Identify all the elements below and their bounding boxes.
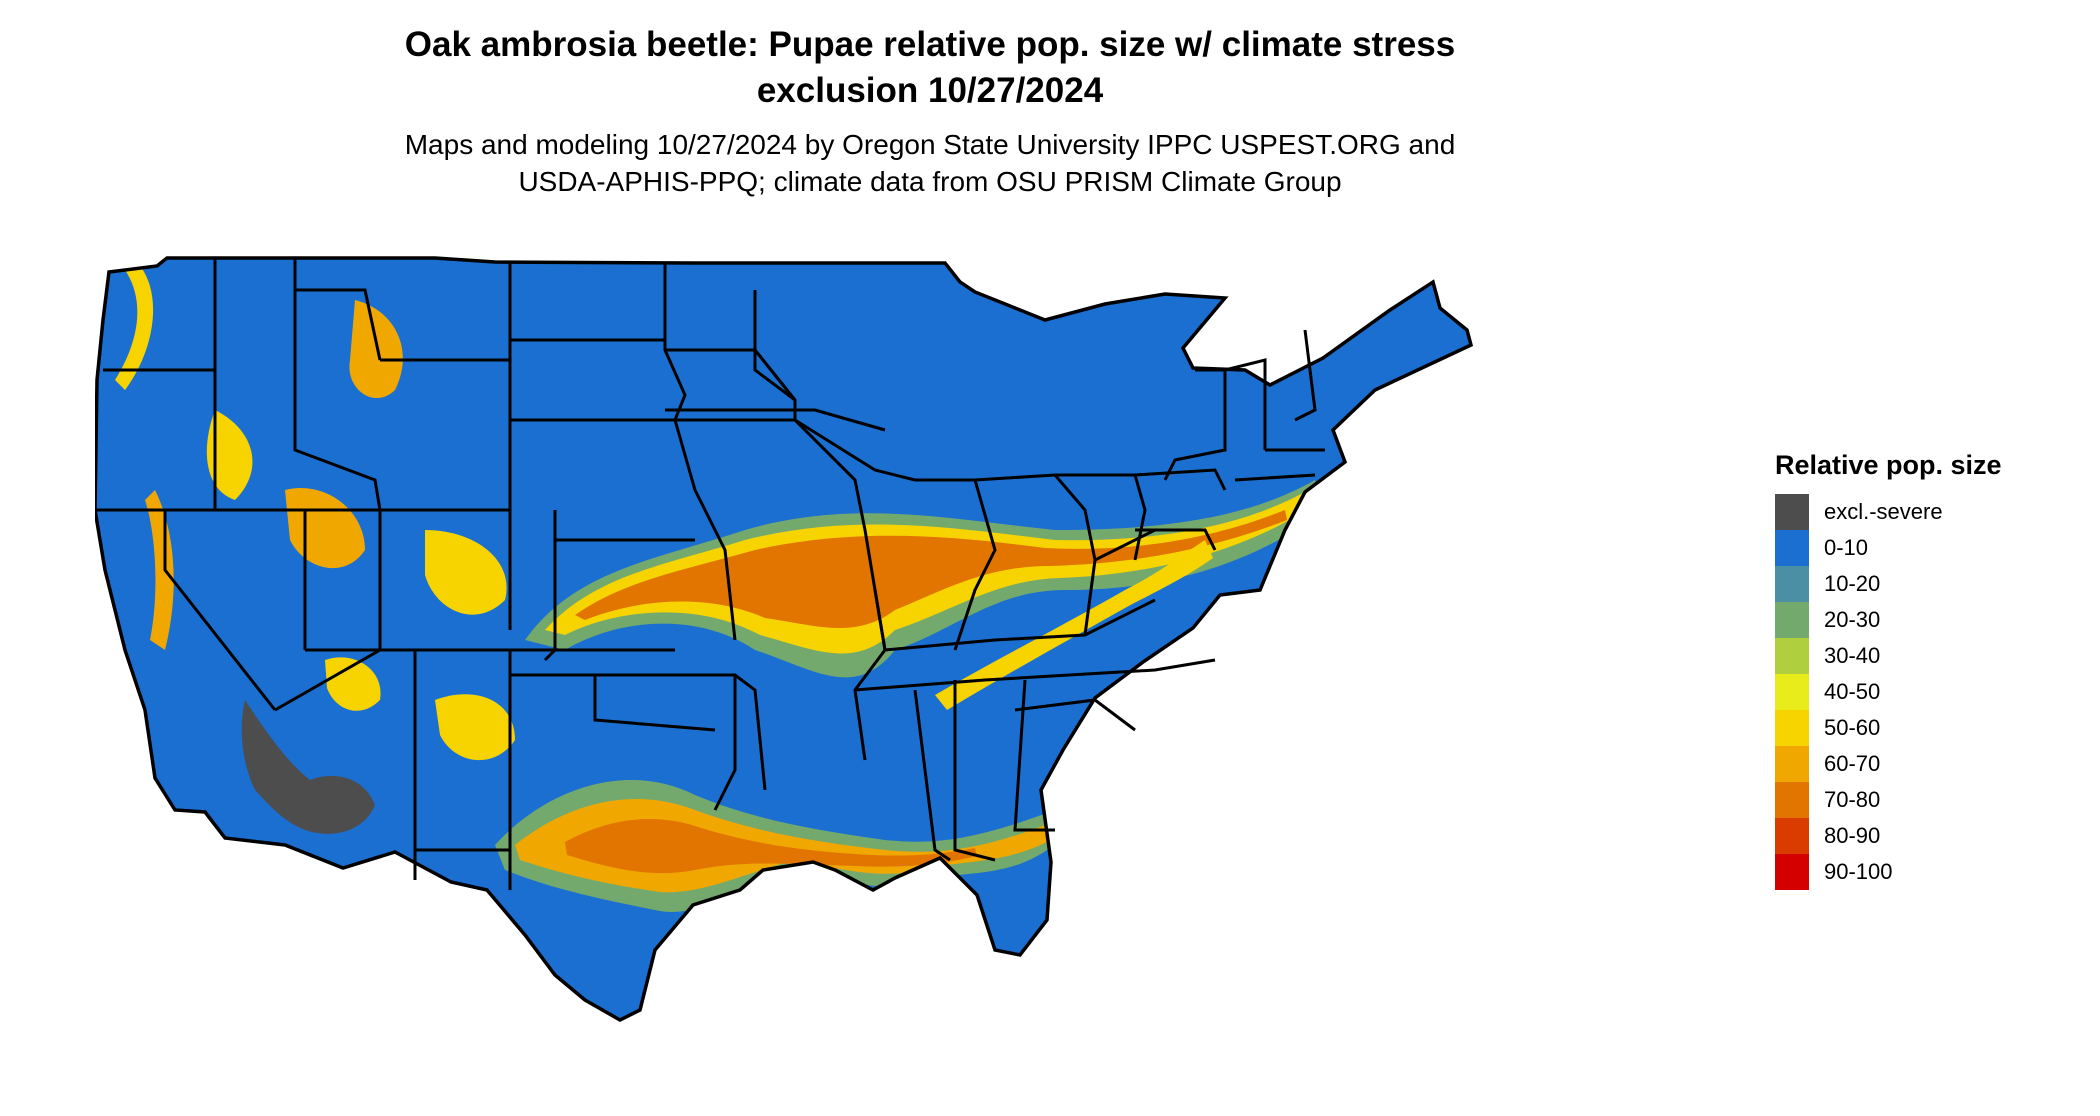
legend-swatch [1775,854,1809,890]
legend-label: 40-50 [1824,679,1881,704]
legend-label: 70-80 [1824,787,1881,812]
legend-swatch [1775,782,1809,818]
legend-swatch [1775,566,1809,602]
legend-item-50-60: 50-60 [1775,710,2075,746]
legend-label: 0-10 [1824,535,1869,560]
western-patch-7 [145,490,174,650]
legend-swatch [1775,530,1809,566]
map-title-line-1: Oak ambrosia beetle: Pupae relative pop.… [404,25,1456,64]
legend-label: 20-30 [1824,607,1881,632]
legend-item-excl-severe: excl.-severe [1775,494,2075,530]
map-title: Oak ambrosia beetle: Pupae relative pop.… [290,22,1570,114]
legend-item-20-30: 20-30 [1775,602,2075,638]
legend-swatch [1775,602,1809,638]
legend-label: 30-40 [1824,643,1881,668]
western-patch-5 [425,530,507,615]
legend-swatch [1775,746,1809,782]
map-area [95,256,1474,1022]
us-population-map [95,256,1474,1022]
legend-label: excl.-severe [1824,499,1943,524]
legend-label: 90-100 [1824,859,1893,884]
western-patch-6 [435,694,515,761]
legend-label: 10-20 [1824,571,1881,596]
legend-label: 80-90 [1824,823,1881,848]
us-outline-border [95,256,1474,1022]
legend-item-60-70: 60-70 [1775,746,2075,782]
western-patch-3 [206,410,253,500]
population-bands [115,260,1325,912]
legend-label: 60-70 [1824,751,1881,776]
legend-swatch [1775,674,1809,710]
legend-label: 50-60 [1824,715,1881,740]
legend-item-80-90: 80-90 [1775,818,2075,854]
legend-item-10-20: 10-20 [1775,566,2075,602]
central-band-core [575,510,1287,628]
map-subtitle-line-1: Maps and modeling 10/27/2024 by Oregon S… [404,129,1456,160]
legend-swatch [1775,494,1809,530]
legend-swatch [1775,638,1809,674]
excluded-zone-southwest [241,700,375,834]
legend-item-90-100: 90-100 [1775,854,2075,890]
legend-item-40-50: 40-50 [1775,674,2075,710]
map-legend: Relative pop. size excl.-severe 0-10 10-… [1775,448,2075,890]
map-subtitle: Maps and modeling 10/27/2024 by Oregon S… [290,126,1570,200]
legend-item-70-80: 70-80 [1775,782,2075,818]
western-patch-1 [115,260,154,390]
appalachian-band [935,540,1213,710]
gulf-band-hot [565,819,977,874]
legend-swatch [1775,710,1809,746]
western-patch-8 [325,657,381,711]
map-title-line-2: exclusion 10/27/2024 [756,71,1104,110]
legend-swatch [1775,818,1809,854]
legend-items: excl.-severe 0-10 10-20 20-30 30-40 40-5… [1775,494,2075,890]
legend-item-0-10: 0-10 [1775,530,2075,566]
legend-title: Relative pop. size [1775,450,2002,480]
legend-item-30-40: 30-40 [1775,638,2075,674]
map-subtitle-line-2: USDA-APHIS-PPQ; climate data from OSU PR… [518,166,1342,197]
state-borders [95,258,1325,890]
